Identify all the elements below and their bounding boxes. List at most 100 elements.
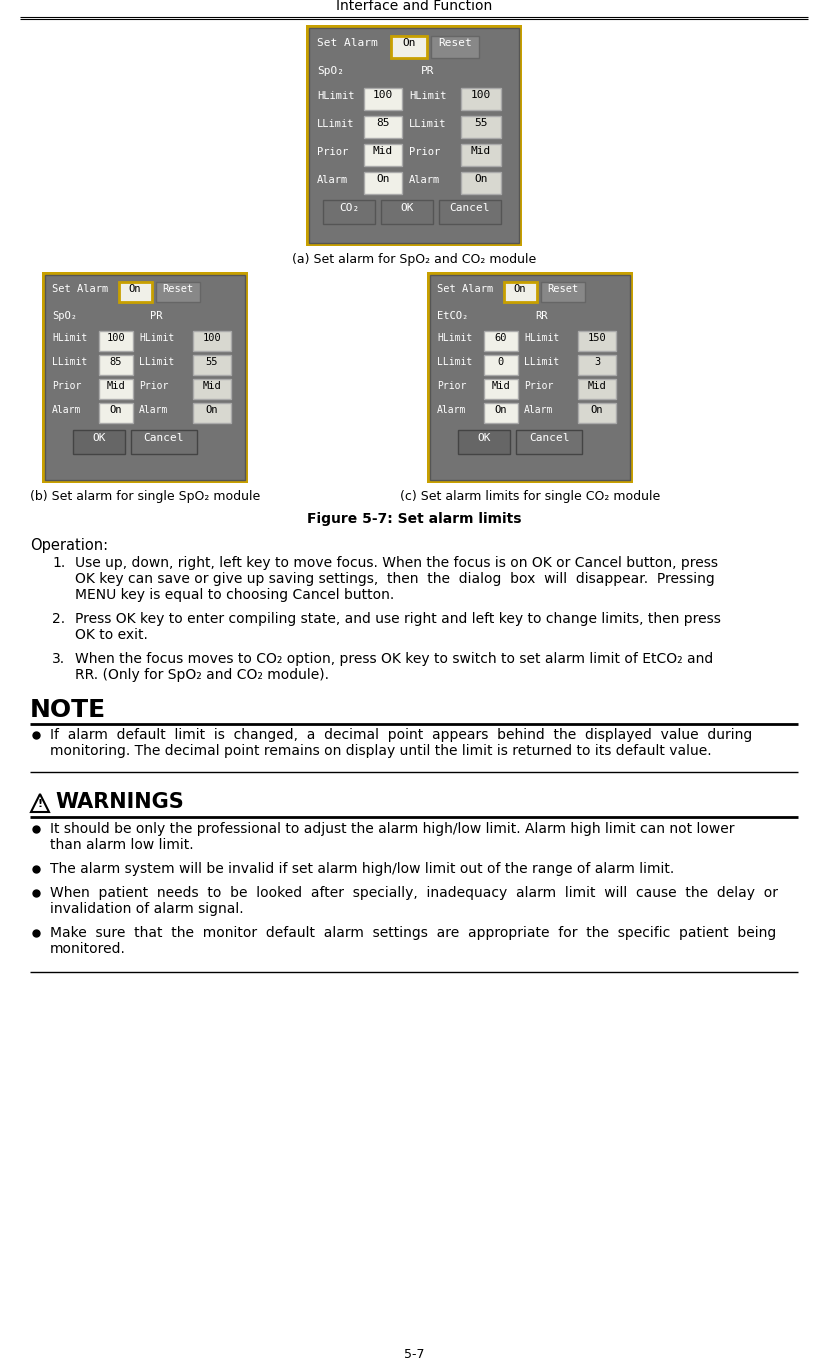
Text: Press OK key to enter compiling state, and use right and left key to change limi: Press OK key to enter compiling state, a…: [75, 612, 720, 626]
Text: OK: OK: [476, 433, 490, 443]
Text: Set Alarm: Set Alarm: [52, 284, 108, 294]
Text: SpO₂: SpO₂: [317, 66, 343, 76]
Text: EtCO₂: EtCO₂: [437, 311, 468, 321]
Text: Mid: Mid: [491, 381, 509, 391]
Text: Use up, down, right, left key to move focus. When the focus is on OK or Cancel b: Use up, down, right, left key to move fo…: [75, 556, 717, 570]
Text: OK to exit.: OK to exit.: [75, 628, 148, 642]
Text: Alarm: Alarm: [523, 404, 552, 415]
Text: 85: 85: [110, 357, 122, 367]
Text: 3.: 3.: [52, 652, 65, 667]
Text: Make  sure  that  the  monitor  default  alarm  settings  are  appropriate  for : Make sure that the monitor default alarm…: [50, 926, 776, 940]
Text: Cancel: Cancel: [449, 204, 490, 213]
Text: RR: RR: [534, 311, 547, 321]
Text: 55: 55: [474, 117, 487, 128]
Bar: [193, 403, 231, 423]
Text: Cancel: Cancel: [528, 433, 569, 443]
Bar: [484, 403, 518, 423]
Text: Reset: Reset: [162, 284, 194, 294]
Bar: [119, 281, 152, 302]
Bar: [484, 331, 518, 351]
Bar: [457, 430, 509, 454]
Text: monitoring. The decimal point remains on display until the limit is returned to : monitoring. The decimal point remains on…: [50, 744, 710, 758]
Text: 55: 55: [205, 357, 218, 367]
Text: 5-7: 5-7: [404, 1348, 423, 1361]
Bar: [73, 430, 125, 454]
Bar: [461, 116, 500, 138]
Bar: [364, 143, 402, 167]
Bar: [308, 27, 519, 243]
Text: On: On: [128, 284, 141, 294]
Text: Set Alarm: Set Alarm: [317, 38, 377, 48]
Bar: [364, 116, 402, 138]
Text: 3: 3: [593, 357, 600, 367]
Bar: [306, 25, 521, 246]
Bar: [577, 355, 615, 376]
Bar: [155, 281, 200, 302]
Text: Reset: Reset: [547, 284, 578, 294]
Text: On: On: [402, 38, 415, 48]
Text: When  patient  needs  to  be  looked  after  specially,  inadequacy  alarm  limi: When patient needs to be looked after sp…: [50, 887, 777, 900]
Text: LLimit: LLimit: [409, 119, 446, 128]
Text: Figure 5-7: Set alarm limits: Figure 5-7: Set alarm limits: [306, 512, 521, 526]
Bar: [484, 378, 518, 399]
Text: 100: 100: [107, 333, 125, 343]
Bar: [323, 199, 375, 224]
Text: NOTE: NOTE: [30, 698, 106, 723]
Text: Prior: Prior: [409, 148, 440, 157]
Text: 60: 60: [495, 333, 507, 343]
Bar: [131, 430, 197, 454]
Text: Alarm: Alarm: [139, 404, 168, 415]
Text: Mid: Mid: [471, 146, 490, 156]
Bar: [193, 331, 231, 351]
Text: On: On: [495, 404, 507, 415]
Text: PR: PR: [420, 66, 434, 76]
Bar: [99, 355, 133, 376]
Bar: [577, 378, 615, 399]
Text: LLimit: LLimit: [523, 357, 558, 367]
Text: LLimit: LLimit: [139, 357, 174, 367]
Text: Prior: Prior: [139, 381, 168, 391]
Bar: [193, 378, 231, 399]
Text: !: !: [37, 799, 42, 809]
Text: OK: OK: [92, 433, 106, 443]
Text: HLimit: HLimit: [523, 333, 558, 343]
Text: LLimit: LLimit: [437, 357, 471, 367]
Text: It should be only the professional to adjust the alarm high/low limit. Alarm hig: It should be only the professional to ad…: [50, 822, 734, 836]
Text: HLimit: HLimit: [409, 92, 446, 101]
Text: Prior: Prior: [437, 381, 466, 391]
Text: Prior: Prior: [317, 148, 348, 157]
Text: than alarm low limit.: than alarm low limit.: [50, 837, 194, 852]
Text: Mid: Mid: [372, 146, 393, 156]
Bar: [504, 281, 537, 302]
Bar: [390, 36, 427, 57]
Text: 100: 100: [203, 333, 221, 343]
Text: Alarm: Alarm: [317, 175, 348, 184]
Text: The alarm system will be invalid if set alarm high/low limit out of the range of: The alarm system will be invalid if set …: [50, 862, 673, 876]
Bar: [540, 281, 585, 302]
Bar: [99, 331, 133, 351]
Bar: [438, 199, 500, 224]
Text: On: On: [590, 404, 603, 415]
Text: On: On: [513, 284, 526, 294]
Bar: [484, 355, 518, 376]
Bar: [42, 272, 248, 484]
Text: Alarm: Alarm: [437, 404, 466, 415]
Text: (a) Set alarm for SpO₂ and CO₂ module: (a) Set alarm for SpO₂ and CO₂ module: [292, 253, 535, 266]
Text: HLimit: HLimit: [52, 333, 87, 343]
Bar: [577, 403, 615, 423]
Text: PR: PR: [150, 311, 162, 321]
Text: MENU key is equal to choosing Cancel button.: MENU key is equal to choosing Cancel but…: [75, 587, 394, 602]
Text: (c) Set alarm limits for single CO₂ module: (c) Set alarm limits for single CO₂ modu…: [399, 490, 659, 503]
Text: Reset: Reset: [437, 38, 471, 48]
Text: Mid: Mid: [107, 381, 125, 391]
Text: HLimit: HLimit: [317, 92, 354, 101]
Text: OK key can save or give up saving settings,  then  the  dialog  box  will  disap: OK key can save or give up saving settin…: [75, 572, 714, 586]
Bar: [461, 87, 500, 111]
Bar: [461, 143, 500, 167]
Text: HLimit: HLimit: [139, 333, 174, 343]
Bar: [431, 36, 479, 57]
Text: Alarm: Alarm: [409, 175, 440, 184]
Text: On: On: [205, 404, 218, 415]
Text: CO₂: CO₂: [338, 204, 359, 213]
Text: OK: OK: [399, 204, 414, 213]
